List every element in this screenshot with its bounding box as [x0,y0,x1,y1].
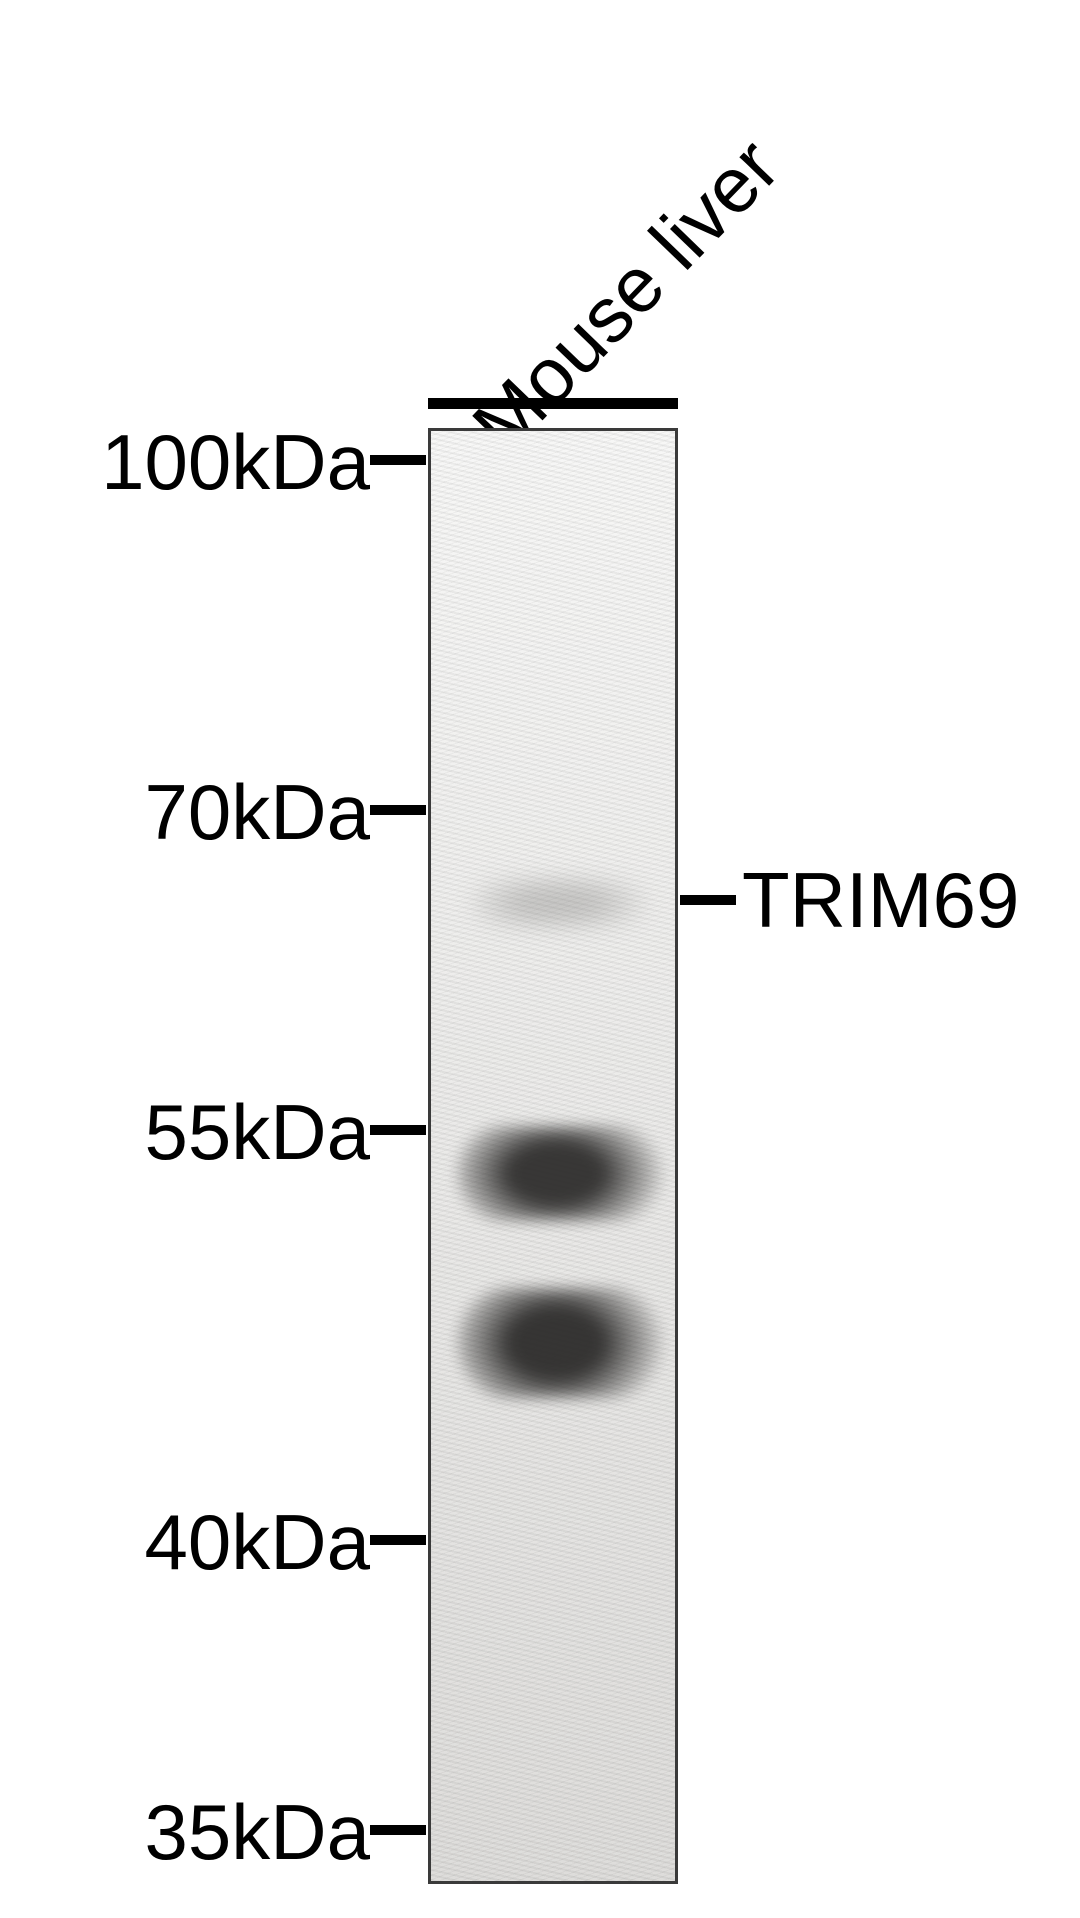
mw-label-1: 70kDa [145,767,370,858]
sample-label: Mouse liver [455,121,797,471]
mw-tick-1 [370,805,426,815]
mw-tick-2 [370,1125,426,1135]
band-label-tick [680,895,736,905]
mw-tick-4 [370,1825,426,1835]
mw-label-0: 100kDa [101,417,370,508]
sample-label-underline [428,398,678,409]
mw-tick-0 [370,455,426,465]
band-label-trim69: TRIM69 [742,855,1019,946]
western-blot-figure: Mouse liver 100kDa 70kDa 55kDa 40kDa 35k… [0,0,1080,1918]
mw-tick-3 [370,1535,426,1545]
mw-label-2: 55kDa [145,1087,370,1178]
band-53k [457,1126,663,1221]
mw-label-4: 35kDa [145,1787,370,1878]
mw-label-3: 40kDa [145,1497,370,1588]
band-46k [457,1288,663,1398]
band-trim69 [471,879,651,927]
blot-lane [428,428,678,1884]
